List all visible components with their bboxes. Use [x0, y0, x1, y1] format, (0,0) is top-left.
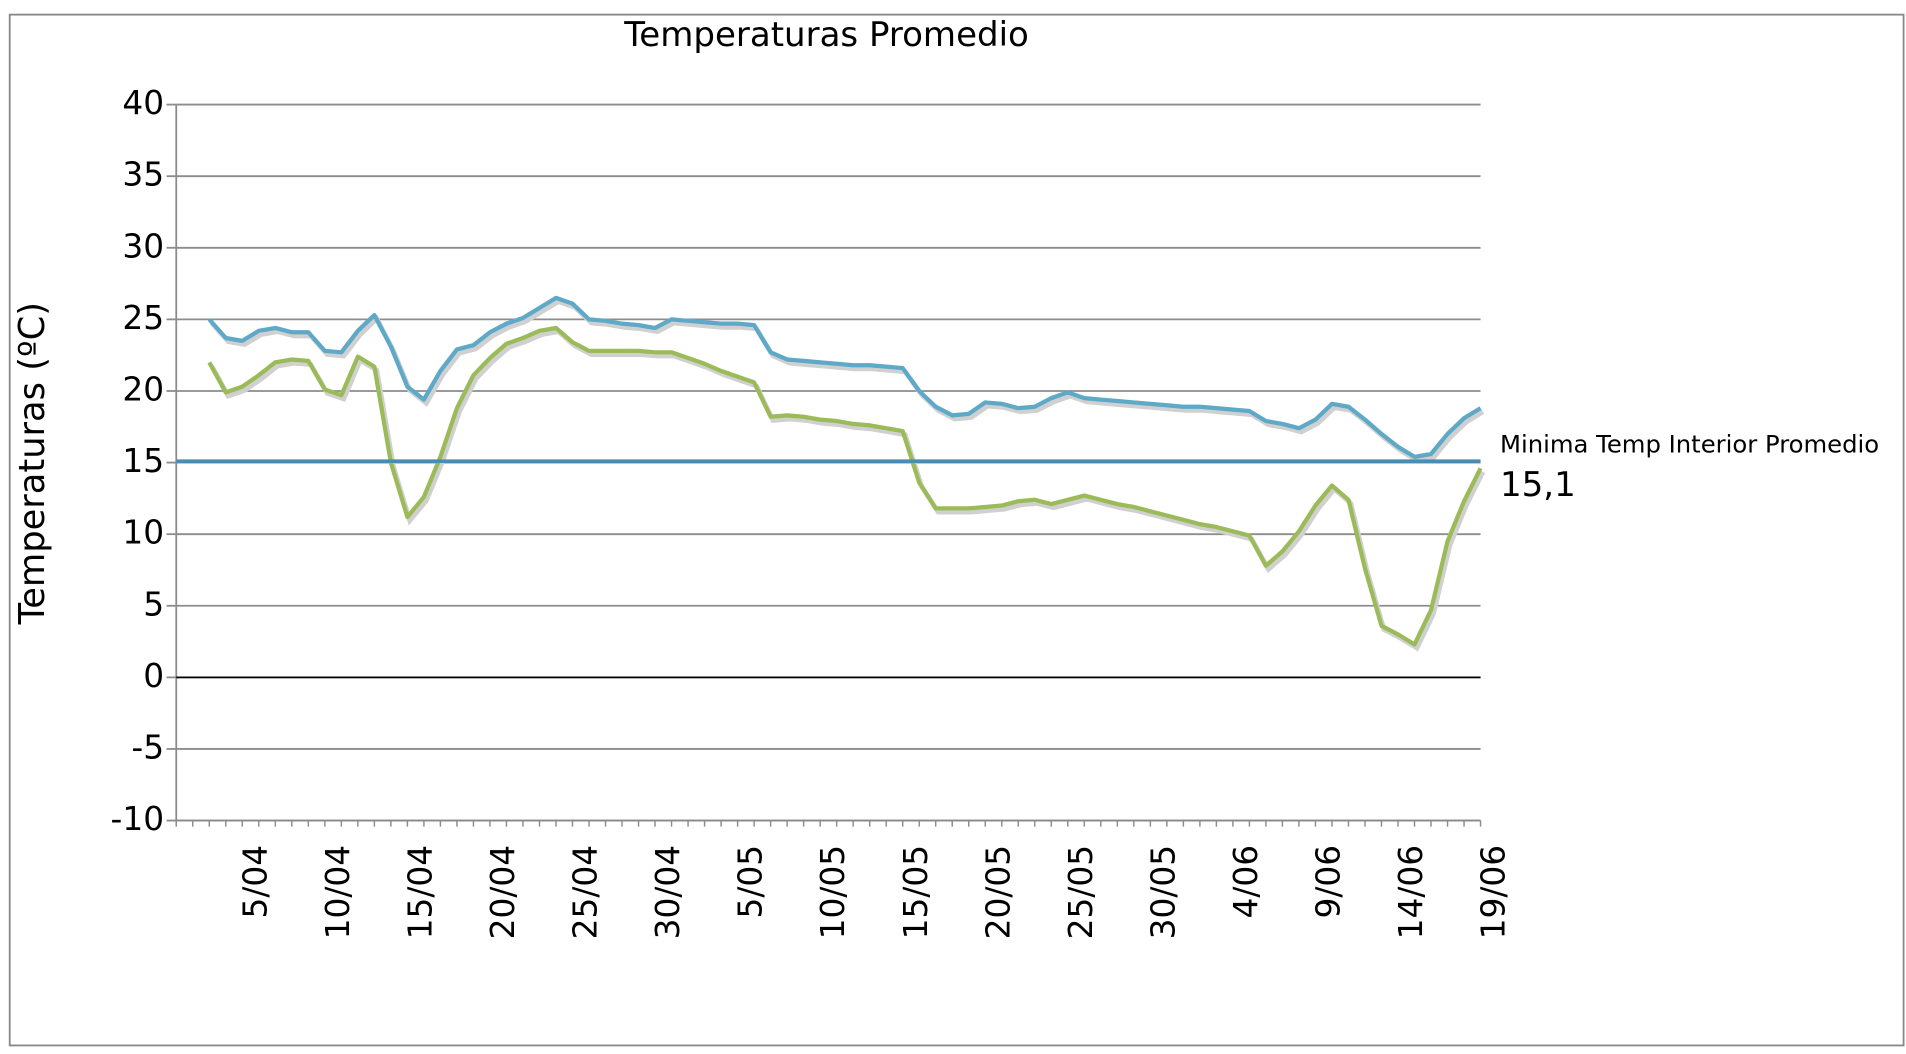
y-tick-label: 35: [122, 156, 164, 194]
y-tick-label: 0: [143, 657, 164, 695]
x-tick-label: 25/04: [567, 845, 605, 940]
chart-border: [8, 13, 1905, 1047]
y-tick-label: 20: [122, 370, 164, 408]
y-tick-label: 40: [122, 84, 164, 122]
x-tick-label: 5/04: [236, 845, 274, 919]
chart-title: Temperaturas Promedio: [623, 15, 1029, 55]
y-tick-label: 30: [122, 227, 164, 265]
x-tick-label: 30/05: [1144, 845, 1182, 940]
y-tick-label: 5: [143, 585, 164, 623]
x-tick-label: 5/05: [732, 845, 770, 919]
x-tick-label: 20/05: [979, 845, 1017, 940]
x-tick-label: 25/05: [1062, 845, 1100, 940]
x-tick-label: 4/06: [1227, 845, 1265, 919]
reference-name: Minima Temp Interior Promedio: [1500, 429, 1879, 458]
y-tick-label: -5: [131, 728, 164, 766]
x-tick-label: 9/06: [1310, 845, 1348, 919]
y-tick-label: 15: [122, 442, 164, 480]
x-tick-label: 15/04: [401, 845, 439, 940]
x-tick-label: 15/05: [897, 845, 935, 940]
y-tick-label: 10: [122, 514, 164, 552]
y-tick-label: -10: [111, 800, 165, 838]
x-tick-label: 10/04: [319, 845, 357, 940]
reference-value-label: 15,1: [1500, 465, 1576, 505]
x-tick-label: 20/04: [484, 845, 522, 940]
data-line: [207, 325, 1483, 647]
x-tick-label: 10/05: [814, 845, 852, 940]
y-tick-label: 25: [122, 299, 164, 337]
x-tick-label: 14/06: [1392, 845, 1430, 940]
x-tick-label: 19/06: [1475, 845, 1513, 940]
data-line-shadow: [209, 329, 1486, 652]
x-tick-label: 30/04: [649, 845, 687, 940]
y-axis-label: Temperaturas (ºC): [12, 302, 53, 625]
data-line: [207, 295, 1482, 459]
